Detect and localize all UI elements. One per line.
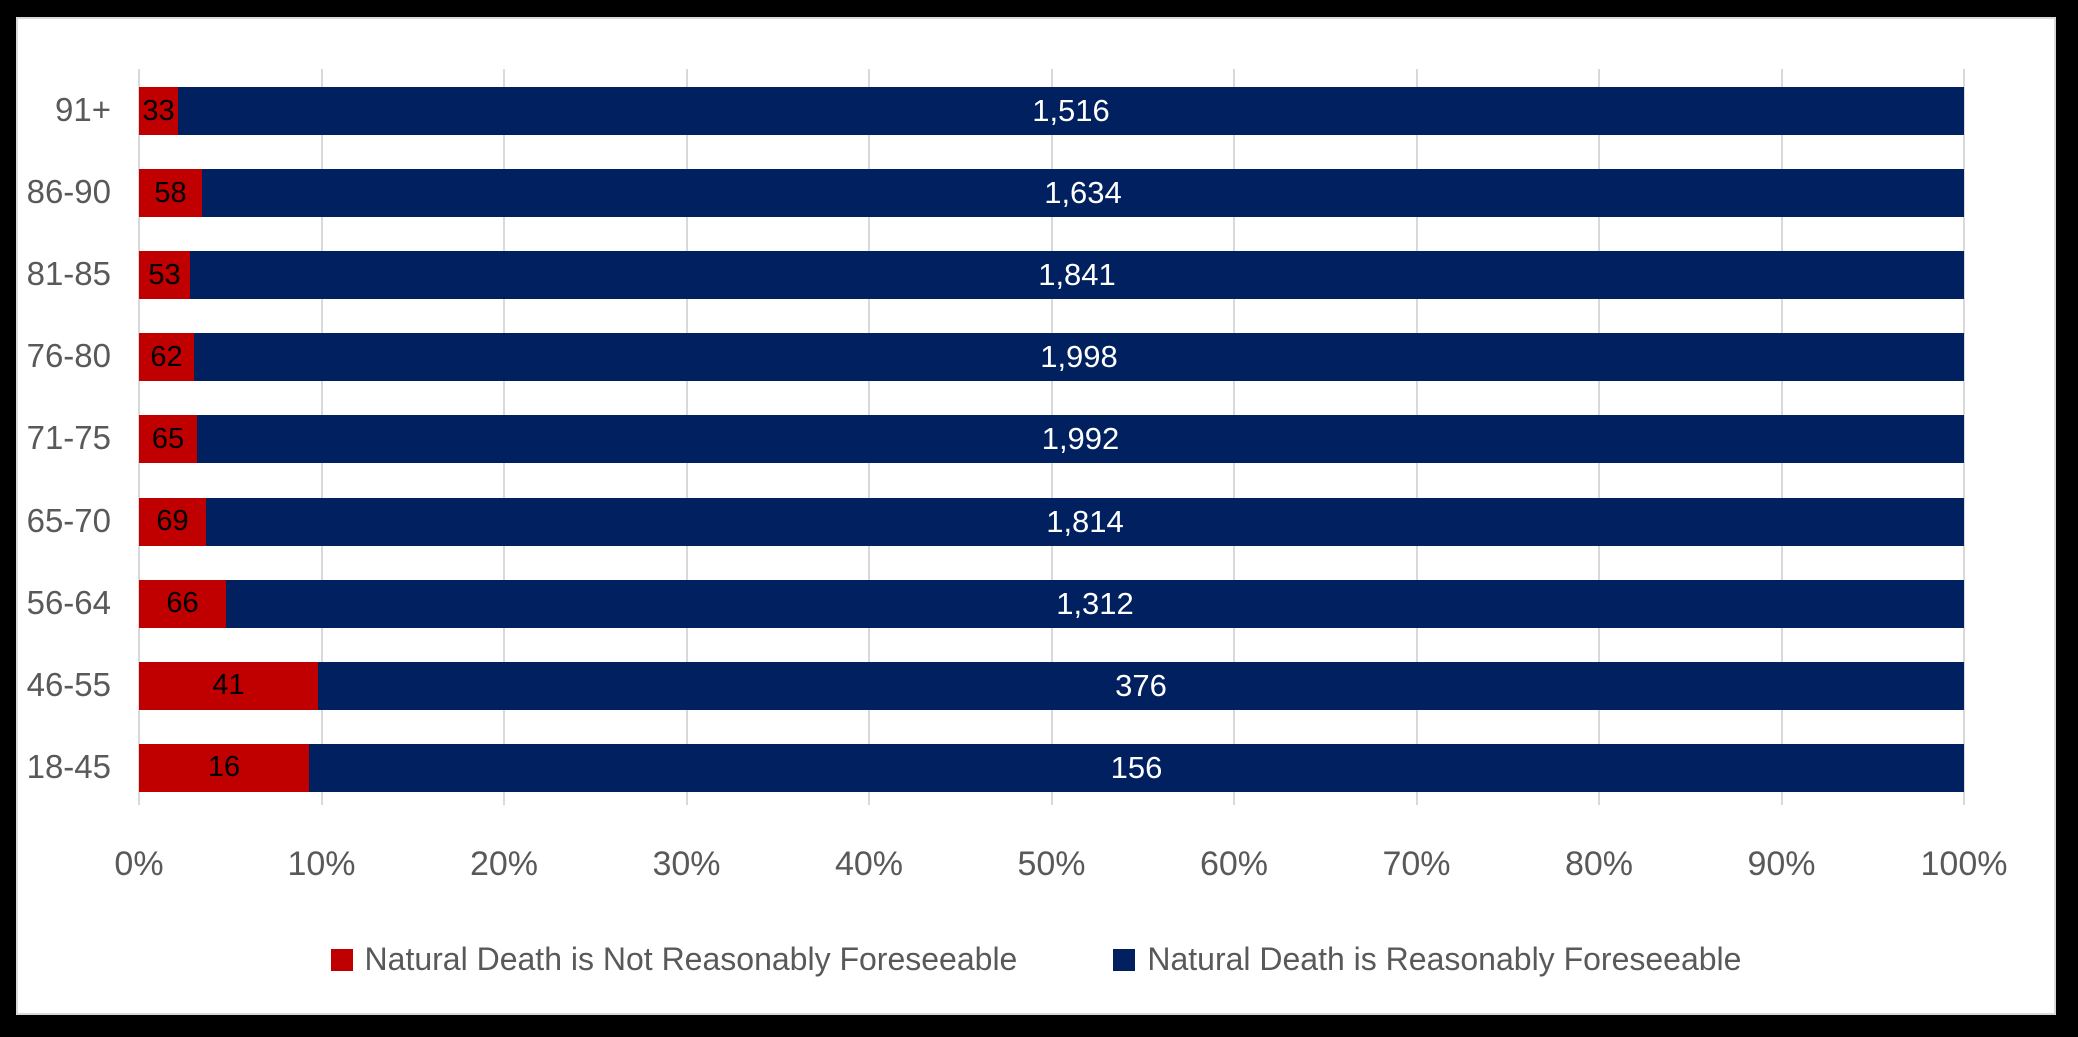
data-label: 69 bbox=[156, 505, 189, 537]
bar-segment-foreseeable: 1,998 bbox=[194, 333, 1964, 382]
bar-segment-not-foreseeable: 41 bbox=[139, 661, 318, 710]
bar-segment-foreseeable: 1,992 bbox=[197, 415, 1964, 464]
x-axis-tick-label: 0% bbox=[114, 845, 164, 883]
bar-segment-foreseeable: 376 bbox=[318, 661, 1964, 710]
bar-segment-not-foreseeable: 33 bbox=[139, 87, 178, 135]
data-label: 1,998 bbox=[1040, 339, 1118, 375]
x-axis-tick-label: 70% bbox=[1382, 845, 1451, 883]
category-label-56-64: 56-64 bbox=[26, 583, 111, 621]
bar-segment-not-foreseeable: 66 bbox=[139, 579, 226, 628]
bar-row-76-80: 62 1,998 bbox=[139, 333, 1964, 382]
bar-row-91+: 33 1,516 bbox=[139, 87, 1964, 135]
data-label: 376 bbox=[1115, 667, 1167, 703]
data-label: 1,312 bbox=[1056, 585, 1134, 621]
category-label-91+: 91+ bbox=[55, 91, 111, 128]
bar-segment-foreseeable: 1,634 bbox=[202, 169, 1964, 218]
data-label: 65 bbox=[151, 422, 185, 455]
data-label: 58 bbox=[154, 176, 187, 209]
chart-panel: 0% 10% 20% 30% 40% 50% 60% 70% 80% 90% 100% 91+ 33 1,… bbox=[16, 17, 2056, 1015]
gridline-100% bbox=[1963, 69, 1965, 805]
bar-segment-not-foreseeable: 53 bbox=[139, 251, 190, 300]
category-label-71-75: 71-75 bbox=[26, 419, 111, 457]
legend-entry-not-foreseeable: Natural Death is Not Reasonably Foreseea… bbox=[330, 941, 1018, 978]
data-label: 1,516 bbox=[1032, 93, 1110, 128]
bar-segment-not-foreseeable: 58 bbox=[139, 169, 202, 218]
x-axis-tick-label: 20% bbox=[469, 845, 539, 883]
category-label-81-85: 81-85 bbox=[26, 255, 111, 293]
x-axis-tick-label: 10% bbox=[287, 845, 356, 883]
data-label: 1,634 bbox=[1044, 175, 1122, 211]
data-label: 16 bbox=[207, 751, 241, 784]
category-label-86-90: 86-90 bbox=[26, 173, 111, 211]
x-axis-tick-label: 100% bbox=[1920, 845, 2008, 883]
x-axis-tick-label: 40% bbox=[834, 845, 904, 883]
category-label-65-70: 65-70 bbox=[26, 501, 111, 539]
bar-segment-foreseeable: 1,312 bbox=[226, 579, 1964, 628]
legend-label: Natural Death is Reasonably Foreseeable bbox=[1147, 941, 1742, 977]
bar-row-86-90: 58 1,634 bbox=[139, 169, 1964, 218]
x-axis-tick-label: 60% bbox=[1199, 845, 1269, 883]
bar-row-65-70: 69 1,814 bbox=[139, 497, 1964, 546]
plot-area: 0% 10% 20% 30% 40% 50% 60% 70% 80% 90% 100% 91+ 33 1,… bbox=[18, 19, 2054, 1013]
data-label: 62 bbox=[150, 340, 183, 373]
data-label: 1,841 bbox=[1038, 257, 1116, 293]
data-label: 53 bbox=[148, 258, 181, 291]
bar-segment-foreseeable: 156 bbox=[309, 743, 1964, 792]
bar-segment-foreseeable: 1,516 bbox=[178, 87, 1964, 135]
x-axis-tick-label: 50% bbox=[1017, 845, 1086, 883]
bar-segment-not-foreseeable: 16 bbox=[139, 743, 309, 792]
bar-segment-not-foreseeable: 62 bbox=[139, 333, 194, 382]
data-label: 156 bbox=[1110, 749, 1163, 785]
bar-segment-foreseeable: 1,841 bbox=[190, 251, 1964, 300]
legend-label: Natural Death is Not Reasonably Foreseea… bbox=[364, 941, 1018, 977]
x-axis-tick-label: 90% bbox=[1747, 845, 1816, 883]
data-label: 66 bbox=[166, 587, 199, 620]
category-label-46-55: 46-55 bbox=[26, 665, 111, 703]
data-label: 1,814 bbox=[1046, 503, 1124, 539]
legend-swatch-navy bbox=[1113, 948, 1136, 971]
legend-entry-foreseeable: Natural Death is Reasonably Foreseeable bbox=[1113, 941, 1741, 978]
bar-row-81-85: 53 1,841 bbox=[139, 251, 1964, 300]
x-axis-tick-label: 30% bbox=[652, 845, 721, 883]
bar-row-71-75: 65 1,992 bbox=[139, 415, 1964, 464]
chart-legend: Natural Death is Not Reasonably Foreseea… bbox=[18, 941, 2054, 978]
category-label-76-80: 76-80 bbox=[26, 337, 111, 375]
data-label: 1,992 bbox=[1041, 421, 1120, 457]
legend-swatch-red bbox=[330, 948, 353, 971]
bar-row-18-45: 16 156 bbox=[139, 743, 1964, 792]
data-label: 33 bbox=[142, 94, 175, 127]
x-axis-tick-label: 80% bbox=[1564, 845, 1634, 883]
bar-row-56-64: 66 1,312 bbox=[139, 579, 1964, 628]
bar-segment-not-foreseeable: 69 bbox=[139, 497, 206, 546]
data-label: 41 bbox=[212, 669, 245, 702]
category-label-18-45: 18-45 bbox=[26, 747, 111, 785]
bar-segment-not-foreseeable: 65 bbox=[139, 415, 197, 464]
bar-segment-foreseeable: 1,814 bbox=[206, 497, 1964, 546]
bar-row-46-55: 41 376 bbox=[139, 661, 1964, 710]
